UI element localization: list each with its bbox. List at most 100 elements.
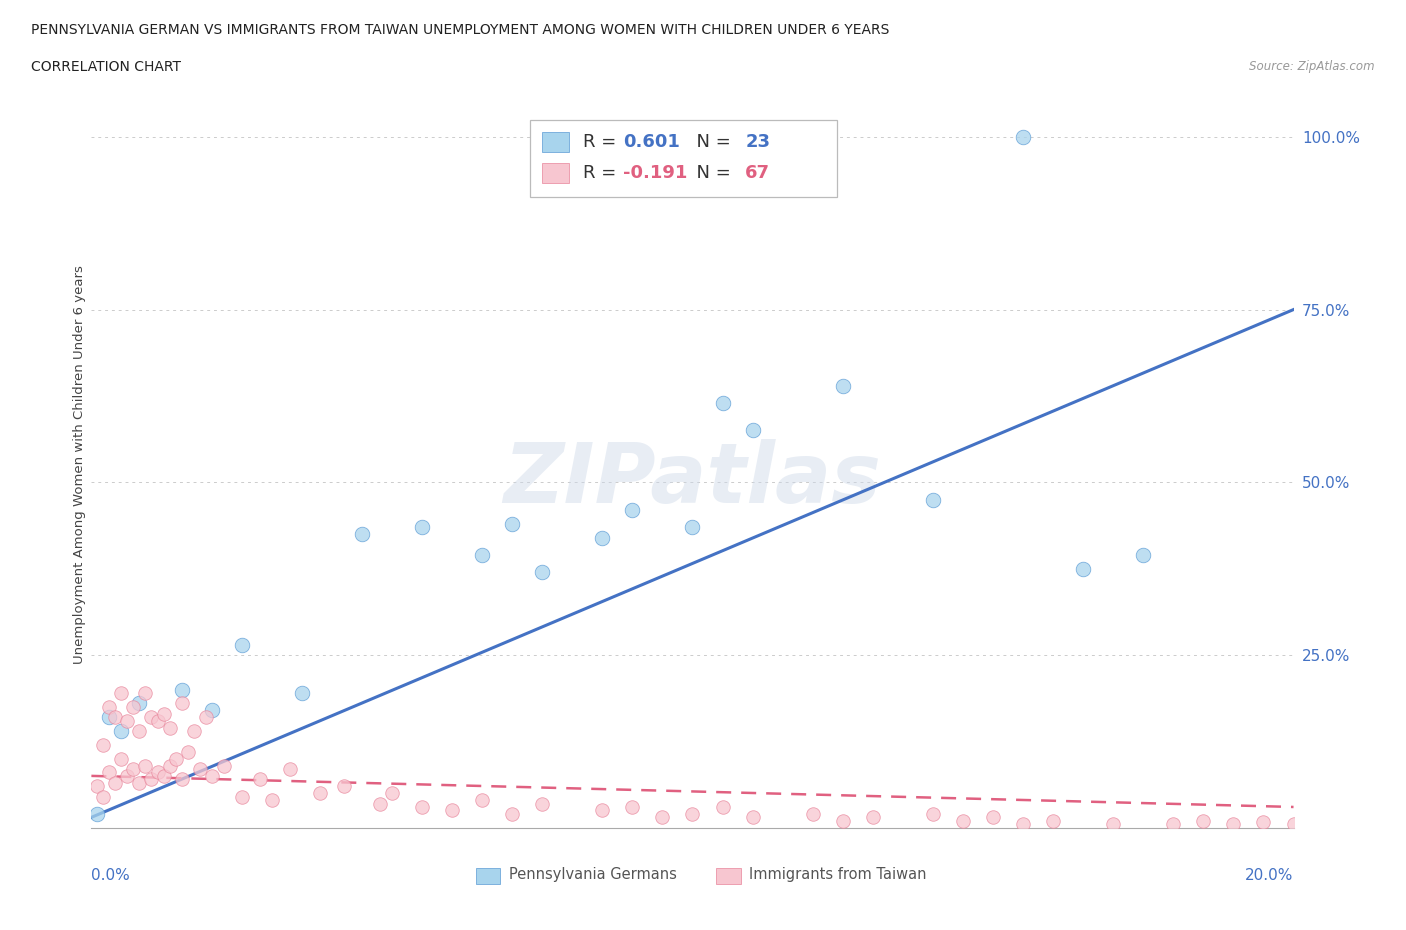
Point	[922, 492, 945, 507]
Point	[141, 710, 163, 724]
Point	[231, 637, 253, 652]
Text: N =: N =	[685, 164, 737, 181]
Point	[411, 520, 433, 535]
Point	[170, 772, 193, 787]
Point	[117, 713, 139, 728]
Point	[831, 814, 853, 829]
Point	[278, 762, 301, 777]
Point	[531, 565, 554, 579]
Point	[110, 751, 132, 766]
Point	[93, 737, 115, 752]
Point	[122, 762, 145, 777]
Text: N =: N =	[685, 133, 737, 152]
FancyBboxPatch shape	[543, 132, 568, 153]
Point	[952, 814, 974, 829]
Point	[128, 696, 150, 711]
Point	[212, 758, 235, 773]
Point	[1012, 817, 1035, 831]
Text: Source: ZipAtlas.com: Source: ZipAtlas.com	[1250, 60, 1375, 73]
Point	[651, 810, 673, 825]
Text: 0.0%: 0.0%	[91, 868, 131, 883]
Point	[165, 751, 187, 766]
Point	[411, 800, 433, 815]
Point	[86, 778, 108, 793]
Point	[93, 790, 115, 804]
Point	[134, 758, 156, 773]
Point	[146, 765, 169, 780]
Point	[128, 776, 150, 790]
Point	[333, 778, 356, 793]
Point	[350, 526, 373, 541]
Point	[681, 520, 703, 535]
Point	[741, 810, 763, 825]
Y-axis label: Unemployment Among Women with Children Under 6 years: Unemployment Among Women with Children U…	[73, 266, 86, 664]
Point	[1253, 815, 1275, 830]
Point	[98, 765, 121, 780]
Point	[128, 724, 150, 738]
Point	[146, 713, 169, 728]
Point	[104, 776, 127, 790]
Text: PENNSYLVANIA GERMAN VS IMMIGRANTS FROM TAIWAN UNEMPLOYMENT AMONG WOMEN WITH CHIL: PENNSYLVANIA GERMAN VS IMMIGRANTS FROM T…	[31, 23, 890, 37]
Point	[231, 790, 253, 804]
Text: Immigrants from Taiwan: Immigrants from Taiwan	[749, 868, 927, 883]
FancyBboxPatch shape	[477, 869, 501, 884]
Point	[159, 758, 181, 773]
FancyBboxPatch shape	[530, 121, 837, 196]
Point	[176, 744, 198, 759]
Point	[368, 796, 391, 811]
Point	[117, 768, 139, 783]
Text: 23: 23	[745, 133, 770, 152]
Point	[501, 806, 523, 821]
Point	[188, 762, 211, 777]
Text: Pennsylvania Germans: Pennsylvania Germans	[509, 868, 676, 883]
Point	[831, 379, 853, 393]
FancyBboxPatch shape	[717, 869, 741, 884]
Point	[110, 685, 132, 700]
Point	[471, 792, 494, 807]
Point	[1042, 814, 1064, 829]
Point	[201, 703, 224, 718]
Point	[201, 768, 224, 783]
Point	[1282, 817, 1305, 831]
Text: 20.0%: 20.0%	[1246, 868, 1294, 883]
Point	[122, 699, 145, 714]
Point	[591, 803, 613, 817]
Point	[194, 710, 217, 724]
Text: R =: R =	[583, 133, 621, 152]
Point	[249, 772, 271, 787]
Point	[741, 423, 763, 438]
Point	[862, 810, 884, 825]
Text: R =: R =	[583, 164, 621, 181]
Text: CORRELATION CHART: CORRELATION CHART	[31, 60, 181, 74]
Point	[260, 792, 283, 807]
Point	[531, 796, 554, 811]
Point	[110, 724, 132, 738]
Point	[1222, 817, 1244, 831]
Point	[98, 699, 121, 714]
Point	[621, 502, 644, 517]
Point	[1071, 561, 1094, 576]
Point	[1132, 548, 1154, 563]
Point	[152, 768, 174, 783]
Text: 67: 67	[745, 164, 770, 181]
Text: ZIPatlas: ZIPatlas	[503, 439, 882, 520]
Point	[183, 724, 205, 738]
Point	[440, 803, 463, 817]
Point	[152, 706, 174, 721]
Point	[711, 395, 734, 410]
Point	[170, 696, 193, 711]
Text: 0.601: 0.601	[623, 133, 679, 152]
Point	[86, 806, 108, 821]
Point	[170, 682, 193, 697]
Point	[159, 720, 181, 735]
Point	[801, 806, 824, 821]
Point	[591, 530, 613, 545]
Point	[141, 772, 163, 787]
Point	[98, 710, 121, 724]
Point	[381, 786, 404, 801]
Point	[1192, 814, 1215, 829]
FancyBboxPatch shape	[543, 163, 568, 183]
Point	[308, 786, 330, 801]
Point	[1012, 129, 1035, 144]
Point	[501, 516, 523, 531]
